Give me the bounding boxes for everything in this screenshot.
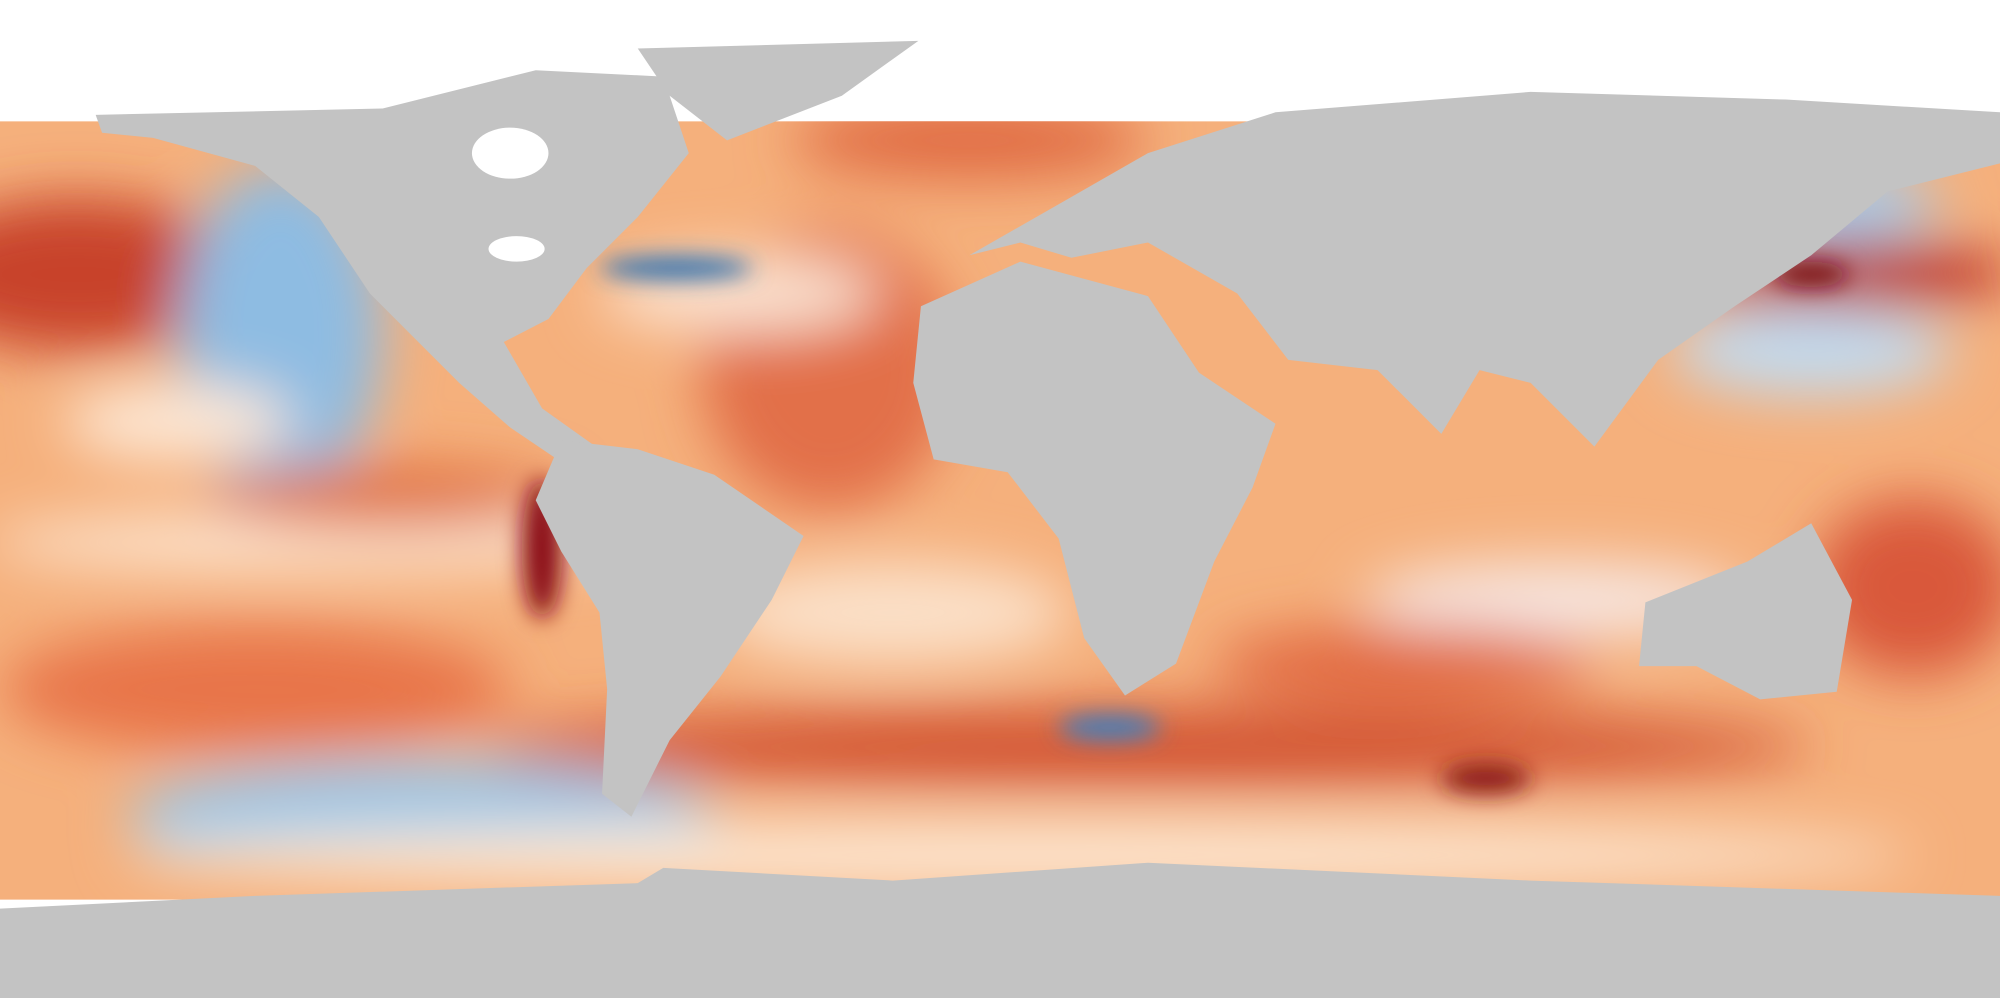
blob (790, 121, 1148, 179)
anomaly-blobs (0, 121, 2000, 887)
australia (1639, 523, 1853, 700)
blob (714, 561, 1072, 664)
hudson-bay (471, 127, 549, 179)
great-lakes (488, 236, 545, 262)
blob (1772, 261, 1850, 288)
blob (1058, 714, 1161, 741)
blob (1211, 625, 1595, 702)
blob (1670, 306, 1952, 396)
blob (599, 256, 753, 280)
blob (127, 823, 1914, 887)
greenland (637, 40, 919, 141)
blob (1811, 497, 2000, 677)
blob (204, 465, 562, 530)
blob (0, 514, 651, 571)
lakes (471, 127, 549, 262)
blob (63, 382, 294, 460)
blob (1441, 763, 1531, 794)
antarctica (0, 862, 2000, 998)
africa (913, 261, 1276, 696)
strong-anomalies (521, 256, 1850, 794)
south-america (535, 440, 804, 817)
blob (0, 625, 511, 753)
eurasia (969, 91, 2000, 447)
